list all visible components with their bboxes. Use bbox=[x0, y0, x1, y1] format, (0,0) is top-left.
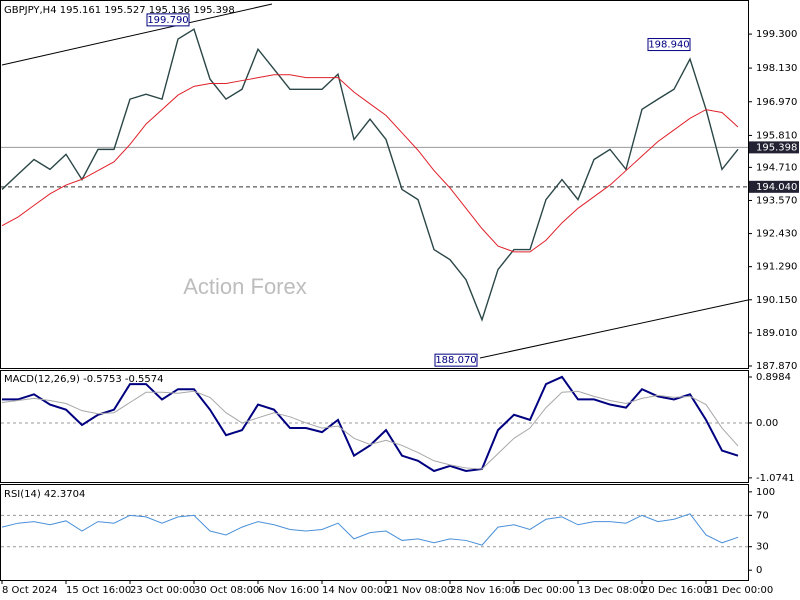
x-tick-label: 21 Nov 08:00 bbox=[386, 585, 453, 596]
y-tick-label: 192.430 bbox=[756, 229, 797, 240]
x-tick-label: 14 Nov 00:00 bbox=[322, 585, 389, 596]
x-tick-label: 6 Nov 16:00 bbox=[258, 585, 319, 596]
trend-line-lower bbox=[479, 299, 749, 359]
y-tick-label: 0.00 bbox=[756, 418, 778, 429]
y-tick-label: 195.810 bbox=[756, 130, 797, 141]
y-tick-label: -1.0741 bbox=[756, 473, 795, 484]
x-tick-label: 15 Oct 16:00 bbox=[66, 585, 131, 596]
macd-title: MACD(12,26,9) -0.5753 -0.5574 bbox=[4, 374, 164, 385]
y-tick-label: 189.010 bbox=[756, 328, 797, 339]
y-tick-label: 100 bbox=[756, 487, 775, 498]
price-level-label: 194.040 bbox=[756, 182, 797, 193]
macd-panel-frame bbox=[0, 370, 749, 483]
x-tick-label: 13 Dec 08:00 bbox=[578, 585, 645, 596]
x-tick-label: 6 Dec 00:00 bbox=[514, 585, 575, 596]
annotation-label: 188.070 bbox=[435, 355, 476, 366]
y-tick-label: 0.8984 bbox=[756, 372, 791, 383]
y-tick-label: 198.130 bbox=[756, 63, 797, 74]
x-tick-label: 30 Oct 08:00 bbox=[194, 585, 259, 596]
y-tick-label: 196.970 bbox=[756, 97, 797, 108]
y-tick-label: 190.150 bbox=[756, 295, 797, 306]
trend-line-upper bbox=[1, 3, 273, 66]
annotation-label: 198.940 bbox=[648, 40, 689, 51]
chart-title: GBPJPY,H4 195.161 195.527 195.136 195.39… bbox=[4, 5, 235, 16]
y-tick-label: 187.870 bbox=[756, 361, 797, 372]
y-tick-label: 191.290 bbox=[756, 262, 797, 273]
series-line bbox=[1, 513, 739, 546]
x-tick-label: 8 Oct 2024 bbox=[2, 585, 57, 596]
rsi-panel-frame bbox=[0, 484, 749, 581]
annotation-label: 199.790 bbox=[147, 15, 188, 26]
price-level-box bbox=[749, 141, 799, 154]
y-tick-label: 70 bbox=[756, 510, 769, 521]
x-tick-label: 31 Dec 00:00 bbox=[706, 585, 773, 596]
y-tick-label: 194.710 bbox=[756, 162, 797, 173]
series-line bbox=[2, 375, 739, 473]
y-tick-label: 199.300 bbox=[756, 29, 797, 40]
y-tick-label: 30 bbox=[756, 542, 769, 553]
x-tick-label: 28 Nov 16:00 bbox=[450, 585, 517, 596]
price-level-label: 195.398 bbox=[756, 142, 797, 153]
y-tick-label: 193.570 bbox=[756, 195, 797, 206]
series-line bbox=[1, 390, 739, 470]
annotation-box bbox=[647, 38, 691, 52]
price-level-box bbox=[749, 180, 799, 193]
annotation-box bbox=[434, 353, 478, 367]
y-tick-label: 0 bbox=[756, 565, 762, 576]
series-line bbox=[1, 28, 739, 322]
series-line bbox=[1, 74, 739, 253]
x-tick-label: 20 Dec 16:00 bbox=[642, 585, 709, 596]
rsi-title: RSI(14) 42.3704 bbox=[4, 489, 85, 500]
watermark: Action Forex bbox=[183, 274, 307, 299]
main-panel-frame bbox=[0, 0, 749, 369]
x-tick-label: 23 Oct 00:00 bbox=[130, 585, 195, 596]
annotation-box bbox=[146, 13, 190, 27]
